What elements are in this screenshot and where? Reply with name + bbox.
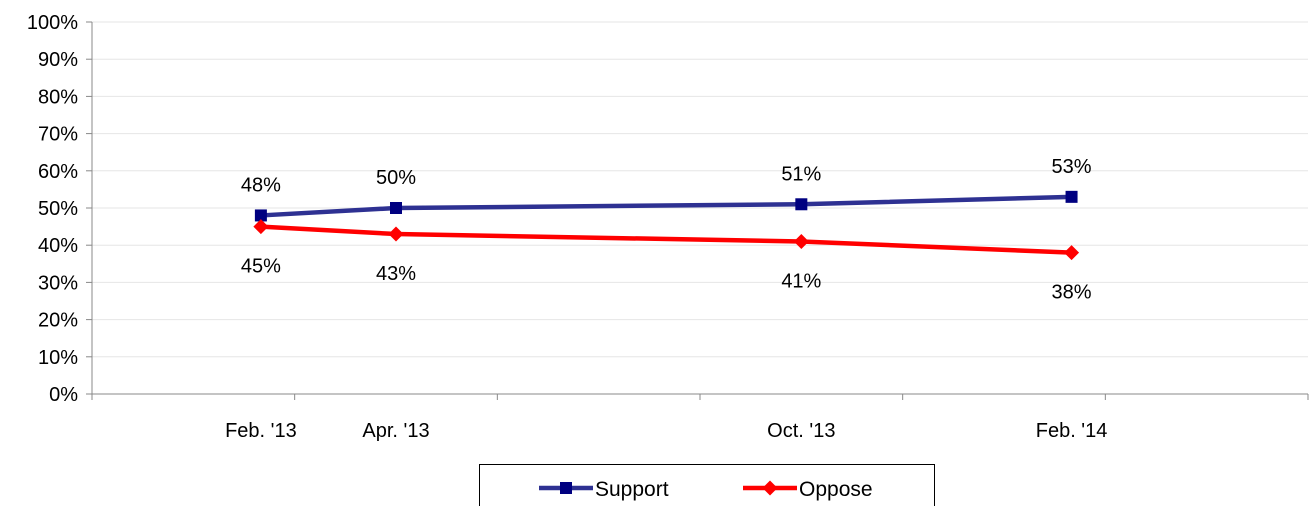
data-label: 43% bbox=[376, 263, 416, 285]
data-label: 38% bbox=[1052, 282, 1092, 304]
data-labels: 48% 50% 51% 53% 45% 43% 41% 38% bbox=[241, 156, 1092, 304]
legend-marker bbox=[762, 480, 778, 496]
y-tick-label: 70% bbox=[38, 124, 78, 146]
legend-box bbox=[479, 464, 935, 506]
y-tick-label: 100% bbox=[27, 12, 78, 34]
series-layer bbox=[253, 190, 1080, 261]
data-label: 41% bbox=[781, 270, 821, 292]
data-point-marker bbox=[1065, 190, 1078, 203]
x-axis-ticks: Feb. '13 Apr. '13 Oct. '13 Feb. '14 bbox=[91, 394, 1309, 442]
data-label: 45% bbox=[241, 256, 281, 278]
legend-label-support: Support bbox=[595, 478, 669, 501]
y-tick-label: 40% bbox=[38, 235, 78, 257]
y-axis-ticks: 0% 10% 20% 30% 40% 50% 60% 70% 80% 90% 100% bbox=[27, 12, 92, 406]
data-point-marker bbox=[388, 226, 404, 242]
data-point-marker bbox=[793, 233, 809, 249]
y-tick-label: 20% bbox=[38, 310, 78, 332]
data-point-marker bbox=[253, 219, 269, 235]
data-label: 53% bbox=[1052, 156, 1092, 178]
x-tick-label: Feb. '13 bbox=[225, 420, 297, 442]
data-label: 50% bbox=[376, 167, 416, 189]
legend: Support Oppose bbox=[479, 464, 935, 506]
legend-marker bbox=[560, 482, 572, 494]
x-tick-label: Feb. '14 bbox=[1036, 420, 1108, 442]
data-label: 48% bbox=[241, 174, 281, 196]
y-tick-label: 80% bbox=[38, 86, 78, 108]
legend-label-oppose: Oppose bbox=[799, 478, 873, 501]
y-tick-label: 0% bbox=[49, 384, 78, 406]
data-point-marker bbox=[1064, 245, 1080, 261]
x-tick-label: Apr. '13 bbox=[362, 420, 429, 442]
series-line-support bbox=[260, 194, 1072, 218]
gridlines bbox=[92, 21, 1308, 358]
x-tick-label: Oct. '13 bbox=[767, 420, 835, 442]
y-tick-label: 60% bbox=[38, 161, 78, 183]
series-line-oppose bbox=[260, 224, 1072, 255]
y-tick-label: 10% bbox=[38, 347, 78, 369]
data-point-marker bbox=[390, 202, 402, 214]
y-tick-label: 30% bbox=[38, 272, 78, 294]
y-tick-label: 50% bbox=[38, 198, 78, 220]
y-tick-label: 90% bbox=[38, 49, 78, 71]
data-point-marker bbox=[795, 198, 808, 211]
data-point-marker bbox=[254, 209, 267, 222]
data-label: 51% bbox=[781, 163, 821, 185]
